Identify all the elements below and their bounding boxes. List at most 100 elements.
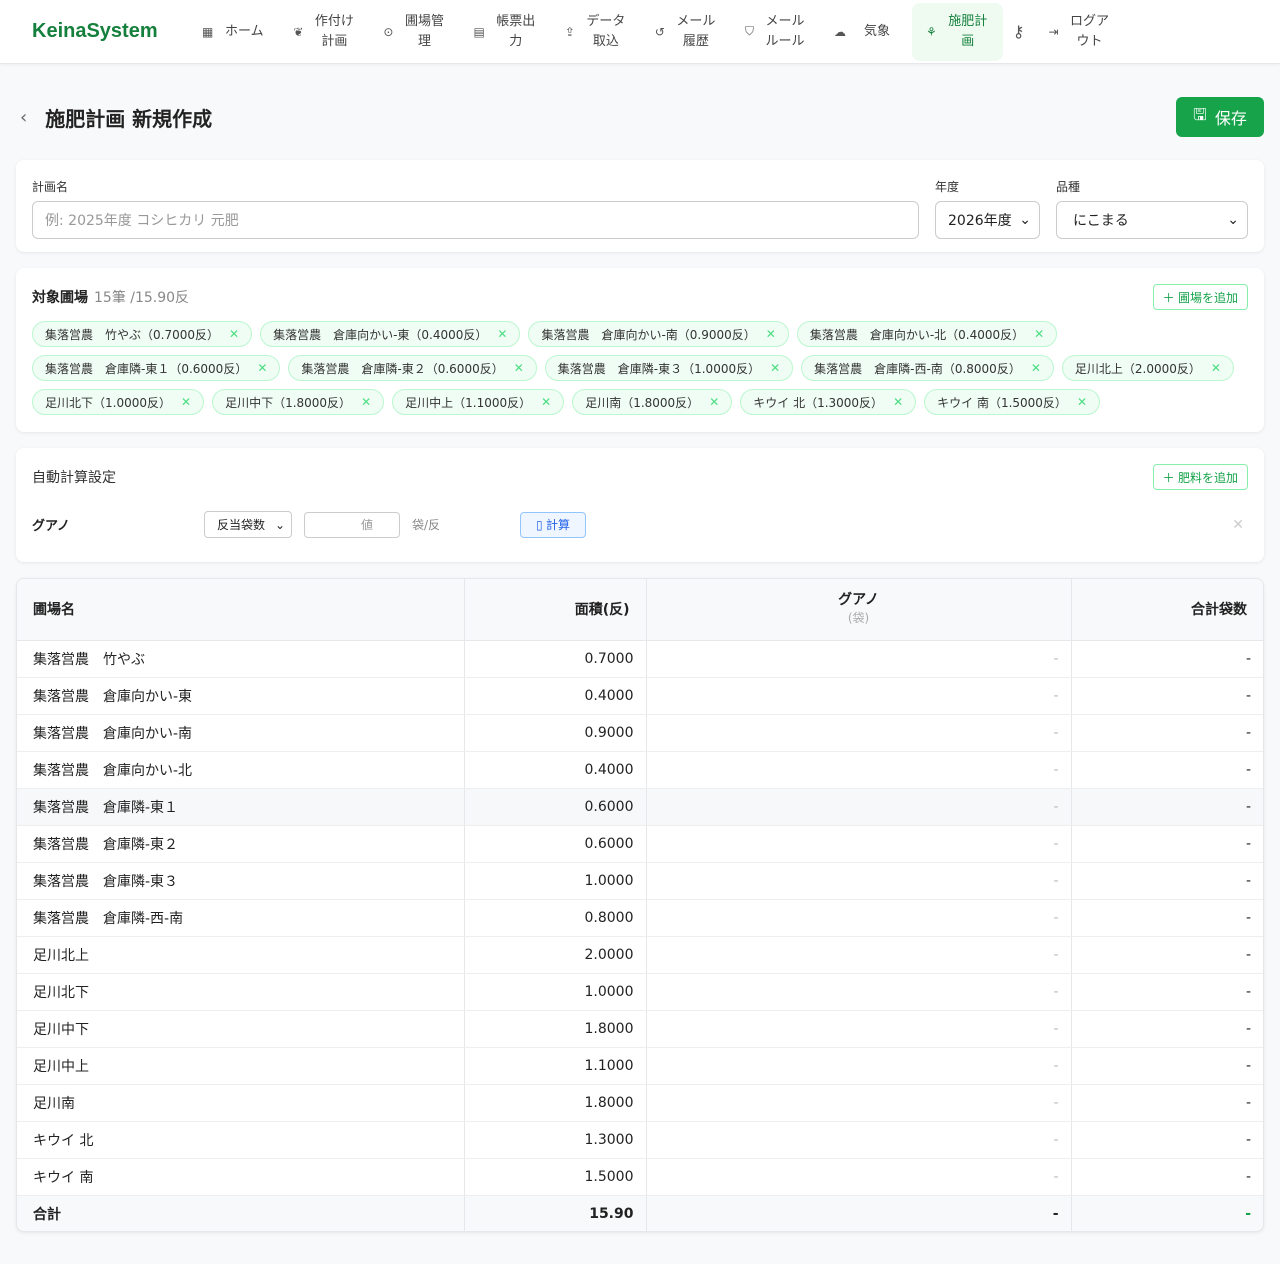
table-row: 足川北上 2.0000- -: [17, 936, 1263, 974]
cell-total-label: 合計: [17, 1195, 464, 1231]
fertilizer-name: グアノ: [32, 519, 70, 534]
remove-tag-icon[interactable]: ✕: [770, 361, 781, 375]
cell-total-area: 15.90: [463, 1195, 646, 1231]
field-tag-label: 足川中下（1.8000反）: [225, 395, 352, 410]
remove-tag-icon[interactable]: ✕: [1210, 361, 1221, 375]
calc-value-input[interactable]: 値: [304, 511, 400, 538]
col-area: 面積(反): [463, 579, 646, 641]
remove-tag-icon[interactable]: ✕: [361, 395, 372, 409]
cell-field-name: 足川中下: [17, 1010, 464, 1048]
field-tag-label: 足川中上（1.1000反）: [405, 395, 532, 410]
cell-field-name: 集落営農 倉庫隣-東３: [17, 862, 464, 900]
year-select[interactable]: 2026年度 ⌄: [935, 201, 1040, 239]
field-tag: 集落営農 倉庫隣-東３（1.0000反） ✕: [544, 355, 794, 381]
nav-item-8[interactable]: ⚘ 施肥計画: [911, 2, 1003, 61]
upload-icon: ⇪: [564, 24, 575, 39]
table-row: 集落営農 倉庫隣-西-南 0.8000- -: [17, 899, 1263, 937]
cell-total-bags: -: [1070, 1084, 1263, 1122]
field-tag-label: 足川北上（2.0000反）: [1074, 361, 1201, 376]
field-tag-label: キウイ 南（1.5000反）: [937, 395, 1067, 410]
table-row: 集落営農 倉庫隣-東３ 1.0000- -: [17, 862, 1263, 900]
remove-tag-icon[interactable]: ✕: [541, 395, 552, 409]
table-row: 足川北下 1.0000- -: [17, 973, 1263, 1011]
remove-tag-icon[interactable]: ✕: [709, 395, 720, 409]
table-row: 集落営農 倉庫向かい-南 0.9000- -: [17, 714, 1263, 752]
plan-name-placeholder: 例: 2025年度 コシヒカリ 元肥: [45, 213, 239, 229]
cell-fertilizer-bags: -: [645, 677, 1071, 715]
col-fertilizer: グアノ (袋): [645, 579, 1071, 641]
cell-field-name: キウイ 南: [17, 1158, 464, 1196]
nav-item-0[interactable]: ▦ ホーム: [188, 3, 279, 61]
cell-fertilizer-bags: -: [645, 1158, 1071, 1196]
target-fields-title: 対象圃場: [32, 290, 88, 306]
field-tag: キウイ 北（1.3000反） ✕: [740, 389, 917, 415]
chevron-down-icon: ⌄: [1227, 212, 1239, 228]
cell-area: 1.0000: [463, 973, 646, 1011]
cell-fertilizer-bags: -: [645, 640, 1071, 678]
table-row: キウイ 南 1.5000- -: [17, 1158, 1263, 1196]
nav-item-5[interactable]: ↺ メール履歴: [641, 3, 731, 61]
remove-tag-icon[interactable]: ✕: [765, 327, 776, 341]
cell-area: 0.8000: [463, 899, 646, 937]
field-tag-label: 集落営農 倉庫隣-東２（0.6000反）: [301, 361, 504, 376]
back-chevron-icon[interactable]: ‹: [20, 106, 28, 128]
table-row: 集落営農 竹やぶ 0.7000- -: [17, 640, 1263, 678]
nav-item-4[interactable]: ⇪ データ取込: [551, 3, 641, 61]
field-tag: 足川中下（1.8000反） ✕: [212, 389, 385, 415]
key-button[interactable]: ⚷: [1003, 3, 1035, 61]
logo[interactable]: KeinaSystem: [32, 20, 158, 42]
nav-item-label: メール履歴: [676, 13, 716, 49]
key-icon: ⚷: [1012, 22, 1025, 41]
remove-tag-icon[interactable]: ✕: [1030, 361, 1041, 375]
save-button[interactable]: 🖫 保存: [1176, 97, 1264, 137]
cell-total-bags: -: [1070, 862, 1263, 900]
remove-tag-icon[interactable]: ✕: [229, 327, 240, 341]
nav-item-6[interactable]: ⛉ メールルール: [731, 3, 820, 61]
cell-total-bags: -: [1070, 751, 1263, 789]
table-row: 足川中上 1.1000- -: [17, 1047, 1263, 1085]
remove-tag-icon[interactable]: ✕: [497, 327, 508, 341]
remove-fertilizer-icon[interactable]: ✕: [1232, 516, 1244, 533]
nav-item-3[interactable]: ▤ 帳票出力: [459, 3, 550, 61]
field-tag: 集落営農 倉庫隣-西-南（0.8000反） ✕: [801, 355, 1054, 381]
table-row: 集落営農 倉庫向かい-北 0.4000- -: [17, 751, 1263, 789]
nav-item-2[interactable]: ⊙ 圃場管理: [369, 3, 459, 61]
logout-button[interactable]: ⇥ ログアウト: [1034, 3, 1124, 61]
calculator-icon: ▯: [536, 518, 546, 532]
nav-item-7[interactable]: ☁ 気象: [820, 3, 912, 61]
plan-form-card: 計画名 例: 2025年度 コシヒカリ 元肥 年度 2026年度 ⌄ 品種 にこま…: [16, 160, 1264, 252]
cell-area: 1.0000: [463, 862, 646, 900]
cell-area: 1.3000: [463, 1121, 646, 1159]
calc-button[interactable]: ▯ 計算: [520, 511, 586, 538]
nav-item-1[interactable]: ❦ 作付け計画: [279, 3, 369, 61]
fertilizer-table: 圃場名 面積(反) グアノ (袋) 合計袋数 集落営農 竹やぶ 0.7000- - 集落…: [17, 579, 1263, 1231]
field-tag: 集落営農 倉庫向かい-南（0.9000反） ✕: [528, 321, 789, 347]
add-field-button[interactable]: ＋ 圃場を追加: [1152, 284, 1248, 310]
calc-mode-select[interactable]: 反当袋数 ⌄: [204, 511, 292, 538]
remove-tag-icon[interactable]: ✕: [1034, 327, 1045, 341]
calc-value-placeholder: 値: [360, 518, 373, 532]
remove-tag-icon[interactable]: ✕: [1076, 395, 1087, 409]
cell-fertilizer-bags: -: [645, 1047, 1071, 1085]
cell-fertilizer-bags: -: [645, 1084, 1071, 1122]
cell-fertilizer-bags: -: [645, 714, 1071, 752]
cell-field-name: 足川南: [17, 1084, 464, 1122]
col-total-bags: 合計袋数: [1070, 579, 1263, 641]
variety-value: にこまる: [1073, 213, 1129, 229]
field-tag: 集落営農 竹やぶ（0.7000反） ✕: [32, 321, 253, 347]
remove-tag-icon[interactable]: ✕: [893, 395, 904, 409]
plan-name-input[interactable]: 例: 2025年度 コシヒカリ 元肥: [32, 201, 919, 239]
variety-select[interactable]: にこまる ⌄: [1056, 201, 1248, 239]
add-fertilizer-button[interactable]: ＋ 肥料を追加: [1152, 464, 1248, 490]
map-pin-icon: ⊙: [383, 24, 394, 39]
cloud-icon: ☁: [833, 24, 846, 39]
cell-area: 0.4000: [463, 751, 646, 789]
nav-items: ▦ ホーム ❦ 作付け計画 ⊙ 圃場管理 ▤ 帳票出力 ⇪ データ取込 ↺ メール履歴 ⛉ メールルール ☁…: [188, 2, 1003, 61]
cell-total-bags: -: [1070, 788, 1263, 826]
remove-tag-icon[interactable]: ✕: [181, 395, 192, 409]
cell-fertilizer-bags: -: [645, 825, 1071, 863]
remove-tag-icon[interactable]: ✕: [513, 361, 524, 375]
remove-tag-icon[interactable]: ✕: [257, 361, 268, 375]
unit-label: 袋/反: [412, 518, 441, 532]
cell-field-name: キウイ 北: [17, 1121, 464, 1159]
